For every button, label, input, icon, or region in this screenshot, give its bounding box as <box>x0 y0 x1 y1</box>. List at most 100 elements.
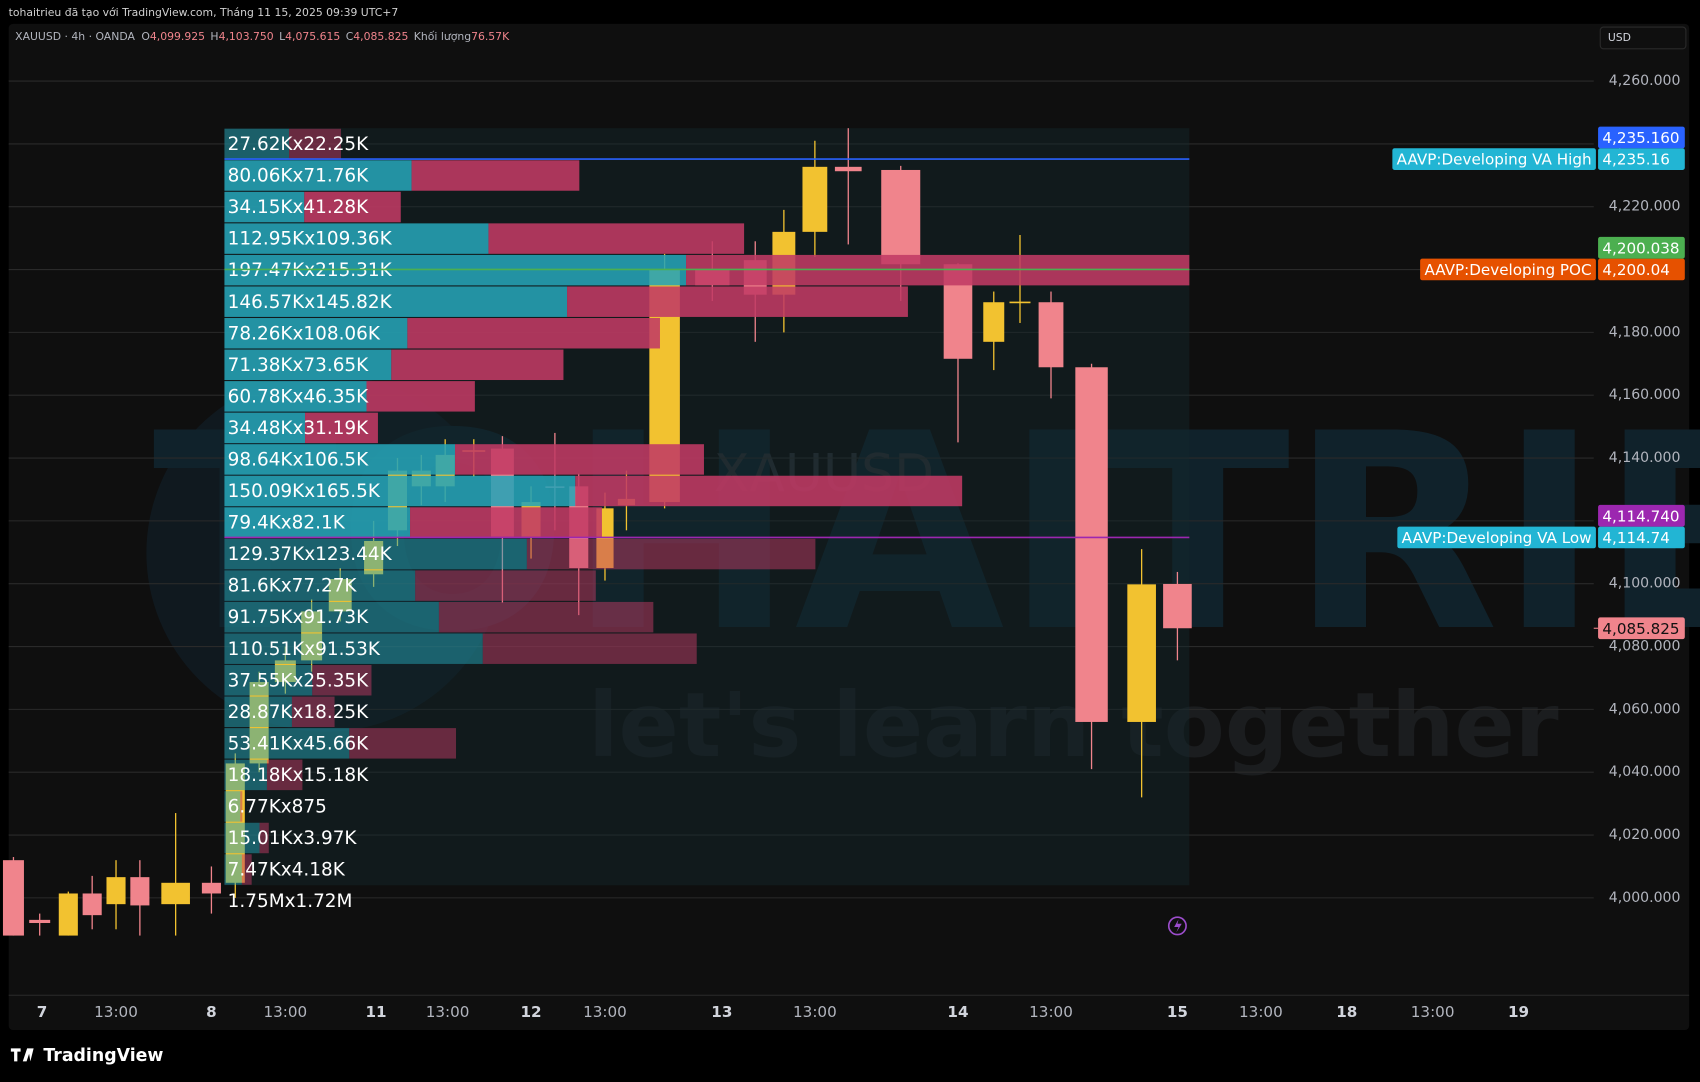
profile-label: 79.4Kx82.1K <box>228 513 346 534</box>
x-tick-label: 13:00 <box>264 1003 308 1021</box>
profile-buy <box>224 381 367 412</box>
x-tick-label: 13 <box>711 1003 732 1021</box>
profile-sell <box>415 570 596 601</box>
profile-label: 91.75Kx91.73K <box>228 607 369 628</box>
x-tick-label: 13:00 <box>94 1003 138 1021</box>
x-tick-label: 15 <box>1167 1003 1188 1021</box>
price-tags: AAVP:Developing VA High 4,235.16 4,235.160… <box>1392 126 1685 640</box>
profile-sell <box>305 412 378 444</box>
profile-buy <box>224 223 489 254</box>
level-value-tag-bg <box>1598 258 1685 281</box>
profile-sell <box>349 728 457 759</box>
candle-body <box>983 302 1005 342</box>
profile-label: 34.48Kx31.19K <box>228 418 369 439</box>
level-price-tag: 4,235.160 <box>1602 129 1679 147</box>
profile-buy <box>224 665 313 696</box>
level-price-tag-bg <box>1598 126 1685 149</box>
profile-label: 28.87Kx18.25K <box>228 702 369 723</box>
y-tick-label: 4,060.000 <box>1609 701 1681 717</box>
x-tick-label: 11 <box>365 1003 386 1021</box>
x-tick-label: 8 <box>206 1003 217 1021</box>
candle-body <box>106 877 126 905</box>
level-name-tag-bg <box>1420 258 1596 281</box>
legend-prefix: H <box>210 30 218 43</box>
profile-sell <box>266 759 303 791</box>
legend-value: 4,103.750 <box>219 30 274 43</box>
legend-prefix: C <box>346 30 354 43</box>
profile-sell <box>526 538 816 570</box>
profile-buy <box>224 191 305 223</box>
profile-buy <box>224 444 456 475</box>
profile-label: 27.62Kx22.25K <box>228 134 369 155</box>
profile-sell <box>482 633 697 664</box>
levels <box>224 158 1599 629</box>
y-tick-label: 4,180.000 <box>1609 324 1681 340</box>
candle-body <box>1163 583 1192 629</box>
profile-buy <box>224 601 439 633</box>
profile-sell <box>312 665 372 696</box>
x-tick-label: 19 <box>1508 1003 1529 1021</box>
level-value-tag-bg <box>1598 526 1685 549</box>
level-price-tag: 4,200.038 <box>1602 239 1679 257</box>
legend-prefix: O <box>141 30 150 43</box>
level-name-tag-bg <box>1397 526 1596 549</box>
level-name-tag-bg <box>1392 148 1596 170</box>
profile-sell <box>567 286 908 317</box>
level-price-tag-bg <box>1598 236 1685 259</box>
legend-prefix: L <box>279 30 285 43</box>
candle-body <box>161 882 190 905</box>
last-price-tag: 4,085.825 <box>1602 620 1679 638</box>
profile-label: 98.64Kx106.5K <box>228 450 369 471</box>
candle-body <box>802 166 828 232</box>
legend-value: 4,085.825 <box>353 30 408 43</box>
profile-buy <box>224 633 483 664</box>
y-tick-label: 4,160.000 <box>1609 387 1681 403</box>
legend-value: 4,075.615 <box>285 30 340 43</box>
y-tick-label: 4,080.000 <box>1609 639 1681 655</box>
x-tick-label: 13:00 <box>1411 1003 1455 1021</box>
profile-buy <box>224 318 408 349</box>
profile-label: 71.38Kx73.65K <box>228 355 369 376</box>
x-tick-label: 13:00 <box>583 1003 627 1021</box>
x-tick-label: 12 <box>520 1003 541 1021</box>
profile-buy <box>224 349 392 381</box>
profile-sell <box>304 191 401 223</box>
profile-label: 112.95Kx109.36K <box>228 229 393 250</box>
profile-sell <box>391 349 564 381</box>
profile-buy <box>224 791 241 822</box>
profile-label: 150.09Kx165.5K <box>228 481 381 502</box>
profile-buy <box>224 696 292 728</box>
profile-label: 6.77Kx875 <box>228 797 327 818</box>
profile-background <box>224 128 1190 886</box>
y-tick-label: 4,140.000 <box>1609 450 1681 466</box>
profile-total: 1.75Mx1.72M <box>228 891 353 912</box>
x-tick-label: 7 <box>37 1003 48 1021</box>
profile-sell <box>407 318 660 349</box>
profile-label: 129.37Kx123.44K <box>228 544 393 565</box>
profile-label: 53.41Kx45.66K <box>228 733 369 754</box>
profile-sell <box>240 791 243 822</box>
profile-buy <box>224 538 527 570</box>
last-price-tag-bg <box>1598 617 1685 640</box>
footer-brand[interactable]: TradingView <box>43 1046 163 1066</box>
volume-profile: 27.62Kx22.25K 80.06Kx71.76K 34.15Kx41.28K 1… <box>224 128 1190 912</box>
y-tick-label: 4,040.000 <box>1609 764 1681 780</box>
profile-label: 78.26Kx108.06K <box>228 323 381 344</box>
profile-sell <box>411 160 580 191</box>
profile-buy <box>224 128 289 160</box>
candle-body <box>881 169 921 265</box>
profile-sell <box>288 128 342 160</box>
profile-buy <box>224 286 568 317</box>
level-price-tag-bg <box>1598 504 1685 527</box>
profile-label: 34.15Kx41.28K <box>228 197 369 218</box>
profile-label: 197.47Kx215.31K <box>228 260 393 281</box>
legend-value: 76.57K <box>471 30 510 43</box>
x-tick-label: 13:00 <box>426 1003 470 1021</box>
profile-sell <box>366 381 475 412</box>
level-name-tag: AAVP:Developing VA High <box>1397 151 1592 169</box>
x-tick-label: 13:00 <box>1029 1003 1073 1021</box>
level-price-tag: 4,114.740 <box>1602 507 1679 525</box>
profile-buy <box>224 854 242 885</box>
currency-box[interactable] <box>1599 26 1687 50</box>
